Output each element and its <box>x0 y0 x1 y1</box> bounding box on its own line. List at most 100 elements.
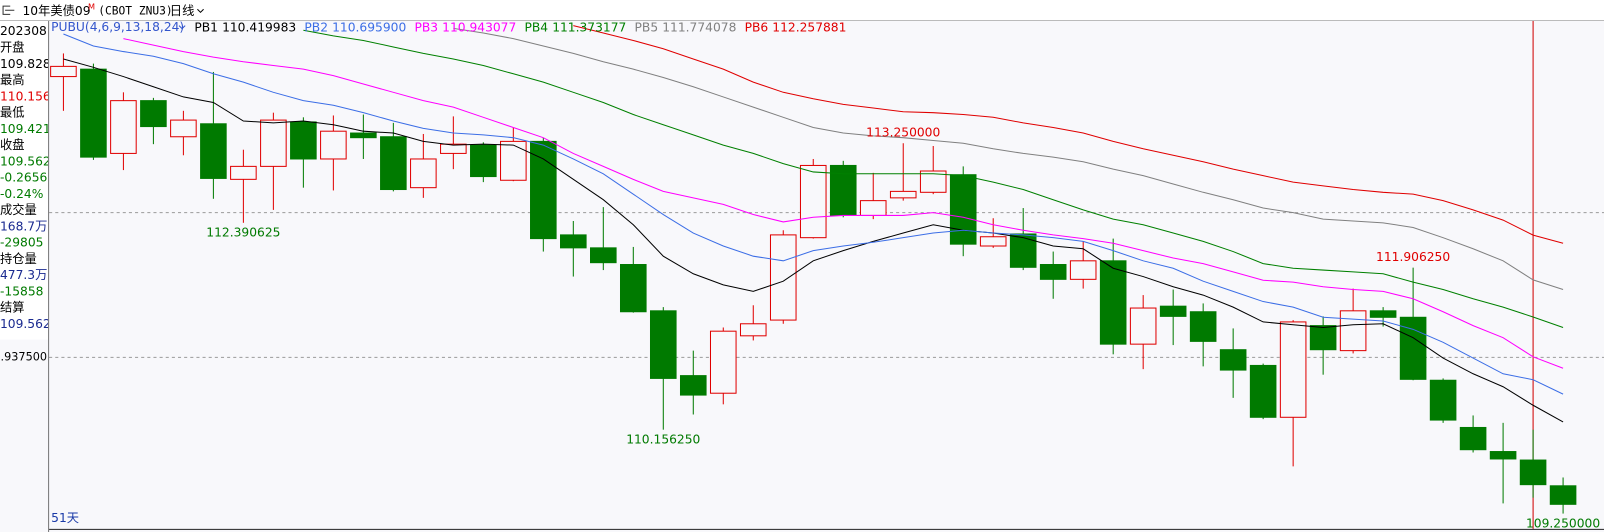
extreme-label: 111.906250 <box>1376 250 1450 264</box>
panel-item: 109.421 <box>0 122 51 136</box>
candle-body <box>1459 426 1487 451</box>
candle-body <box>1189 311 1217 342</box>
legend-name: PB5 <box>635 20 659 34</box>
panel-item: -0.26562 <box>0 171 55 185</box>
candle-body <box>1519 459 1547 486</box>
panel-item: 持仓量 <box>0 251 37 266</box>
symbol-name[interactable]: 10年美债09 <box>23 4 91 18</box>
legend-value: 110.695900 <box>332 20 406 34</box>
legend-value: 111.774078 <box>662 20 736 34</box>
candle-body <box>290 121 317 160</box>
panel-item: -15858 <box>0 284 43 298</box>
candle-body <box>1369 310 1397 318</box>
legend-name: PB2 <box>304 20 328 34</box>
candle-body <box>1009 233 1037 268</box>
legend-entry: PB6 112.257881 <box>745 20 847 34</box>
symbol-code: (CBOT ZNU3) <box>98 4 173 17</box>
legend-value: 112.257881 <box>772 20 846 34</box>
panel-item: 168.7万 <box>0 219 47 233</box>
panel-item: 最低 <box>0 106 25 120</box>
candle-body <box>230 165 257 180</box>
panel-item: 成交量 <box>0 202 37 217</box>
panel-item: 20230816 <box>0 24 63 38</box>
candle-body <box>1549 485 1577 505</box>
candle-body <box>590 247 617 264</box>
candle-body <box>110 100 137 154</box>
candle-body <box>1399 316 1427 380</box>
candle-body <box>979 236 1007 247</box>
candle-body <box>889 190 917 199</box>
candle-body <box>769 234 797 321</box>
candle-body <box>560 234 587 249</box>
period-selector[interactable]: 日线 <box>170 4 195 18</box>
extreme-label: 112.390625 <box>206 226 280 240</box>
legend-value: 110.419983 <box>222 20 296 34</box>
candle-body <box>1219 349 1247 371</box>
candle-body <box>919 170 947 193</box>
candle-body <box>1069 260 1097 280</box>
period-caret[interactable] <box>197 8 204 14</box>
candle-body <box>1429 379 1457 421</box>
ma-line <box>453 27 1564 291</box>
candle-body <box>1159 305 1187 317</box>
candle-body <box>470 144 497 178</box>
candle-body <box>200 123 227 179</box>
panel-item: 结算 <box>0 300 25 315</box>
candle-body <box>530 140 557 240</box>
extreme-label: 113.250000 <box>866 126 940 140</box>
candle-body <box>80 68 107 158</box>
panel-item: 109.828 <box>0 57 51 71</box>
candle-body <box>380 136 407 191</box>
panel-item: -0.24% <box>0 187 43 201</box>
candle-body <box>949 174 977 245</box>
panel-item: 477.3万 <box>0 268 47 282</box>
candle-body <box>1249 364 1277 418</box>
menu-icon[interactable] <box>2 5 15 15</box>
bar-count: 51天 <box>51 511 79 525</box>
candle-body <box>170 119 197 138</box>
ma-line <box>303 29 1564 328</box>
y-tick-label: 110.937500 <box>0 350 47 363</box>
legend-entry: PB1 110.419983 <box>194 20 296 34</box>
candle-body <box>1099 260 1127 345</box>
symbol-flag: M <box>88 2 95 12</box>
legend-entry: PB4 111.373177 <box>524 20 626 34</box>
candle-body <box>1279 321 1307 418</box>
candle-body <box>739 323 767 337</box>
candle-body <box>1039 264 1067 280</box>
indicator-name[interactable]: PUBU(4,6,9,13,18,24) <box>51 20 184 34</box>
ma-line <box>123 38 1564 369</box>
panel-item: -29805 <box>0 236 43 250</box>
legend-name: PB6 <box>745 20 769 34</box>
candle-body <box>350 132 377 139</box>
plot-area: 112.5110.937500112.390625110.156250113.2… <box>0 18 1604 530</box>
candle-body <box>799 164 827 239</box>
legend-value: 111.373177 <box>552 20 626 34</box>
panel-background <box>0 20 49 340</box>
ma-line <box>573 25 1564 244</box>
indicator-caret[interactable] <box>178 25 186 30</box>
toolbar-background <box>0 0 1604 21</box>
candle-body <box>1489 451 1517 460</box>
candle-body <box>619 264 647 313</box>
candle-body <box>50 65 77 78</box>
legend-name: PB1 <box>194 20 218 34</box>
legend-name: PB3 <box>414 20 438 34</box>
ma-line <box>63 33 1564 395</box>
candle-body <box>679 375 707 396</box>
ma-line <box>63 58 1564 423</box>
legend-entry: PB2 110.695900 <box>304 20 406 34</box>
toolbar: 10年美债09 M (CBOT ZNU3) 日线 <box>0 0 1604 22</box>
candle-body <box>1309 325 1337 351</box>
candle-body <box>859 200 887 216</box>
candle-body <box>1339 310 1367 352</box>
candle-body <box>1129 307 1157 345</box>
panel-item: 最高 <box>0 72 25 87</box>
extreme-label: 109.250000 <box>1526 516 1600 530</box>
candle-body <box>320 130 347 160</box>
